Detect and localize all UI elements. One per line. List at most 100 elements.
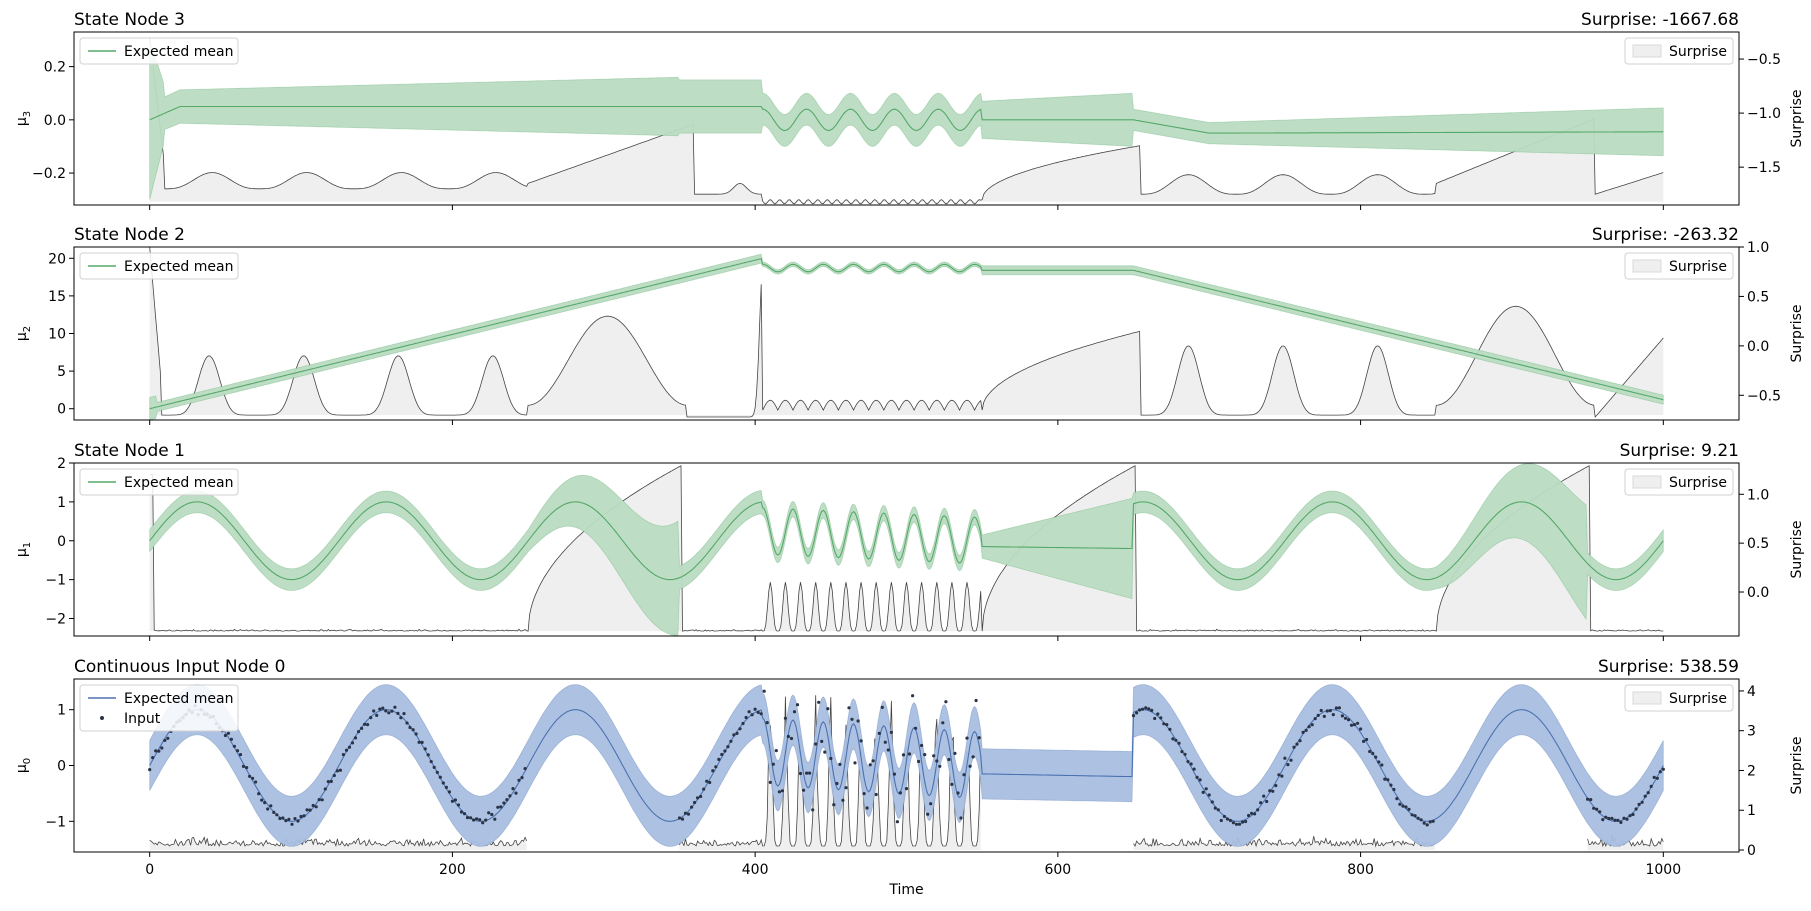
input-point	[248, 774, 252, 778]
input-point	[305, 808, 309, 812]
uncertainty-band	[149, 463, 1664, 636]
y-tick-label: 15	[48, 289, 66, 305]
input-point	[347, 745, 352, 749]
input-point	[157, 749, 161, 753]
input-point	[426, 753, 430, 757]
surprise-area	[149, 465, 1664, 632]
input-point	[1586, 797, 1590, 801]
input-point	[947, 757, 951, 762]
legend-surprise-swatch	[1632, 259, 1662, 273]
input-point	[350, 741, 355, 745]
panel-state-node-3: 0.2 0.0 −0.2 −0.5 −1.0 −1.5 State Node 3 Surpri…	[14, 10, 1805, 210]
input-point	[229, 737, 233, 741]
y2-tick-label: 1.0	[1747, 487, 1769, 503]
panel-state-node-1: 2 1 0 −1 −2 1.0 0.5 0.0 State Node 1 Surprise: 9.…	[14, 441, 1805, 641]
input-point	[414, 732, 418, 736]
input-point	[917, 759, 921, 764]
input-point	[441, 781, 445, 785]
input-point	[257, 792, 261, 796]
input-point	[475, 817, 479, 821]
input-point	[481, 821, 485, 825]
input-point	[911, 694, 915, 698]
legend-box	[79, 252, 239, 280]
y2-tick-label: 4	[1747, 684, 1756, 700]
input-point	[1413, 814, 1417, 818]
legend-right: Surprise	[1624, 252, 1734, 280]
input-point	[744, 715, 748, 720]
input-point	[759, 712, 763, 716]
input-point	[1410, 813, 1414, 817]
input-point	[269, 804, 273, 808]
input-point	[1228, 818, 1232, 823]
input-point	[862, 792, 866, 796]
input-point	[499, 805, 503, 809]
input-point	[1201, 790, 1205, 795]
input-point	[517, 778, 521, 782]
legend-mean-label: Expected mean	[124, 691, 233, 707]
input-point	[148, 768, 152, 772]
input-point	[789, 736, 794, 741]
input-point	[378, 707, 382, 711]
input-point	[835, 781, 839, 786]
input-point	[1343, 716, 1348, 720]
input-point	[1319, 708, 1323, 713]
input-point	[1280, 774, 1284, 778]
y2-tick-label: −1.0	[1747, 106, 1781, 122]
y-axis-label: μ3	[14, 111, 33, 126]
input-point	[1595, 807, 1599, 811]
input-point	[880, 705, 884, 710]
x-tick-label: 0	[145, 862, 154, 878]
input-point	[811, 808, 815, 812]
input-point	[1616, 818, 1620, 822]
y2-tick-label: 0	[1747, 843, 1756, 859]
input-point	[1247, 813, 1251, 818]
input-point	[323, 787, 327, 791]
input-point	[871, 759, 875, 763]
input-point	[1374, 755, 1378, 759]
x-tick-label: 800	[1347, 862, 1374, 878]
input-point	[714, 765, 718, 769]
input-point	[1186, 760, 1190, 764]
input-point	[459, 810, 464, 814]
input-point	[1637, 802, 1641, 807]
y2-tick-label: 1.0	[1747, 240, 1769, 256]
input-point	[514, 791, 518, 795]
y-tick-label: −1	[45, 573, 66, 589]
input-point	[1325, 709, 1329, 713]
input-point	[405, 721, 409, 725]
input-point	[344, 748, 349, 752]
input-point	[847, 706, 851, 710]
input-point	[941, 721, 945, 725]
input-point	[1301, 730, 1305, 735]
input-point	[826, 707, 830, 711]
input-point	[311, 803, 315, 808]
input-point	[1244, 819, 1248, 824]
input-point	[962, 773, 966, 777]
legend-left: Expected mean	[79, 252, 239, 280]
input-point	[281, 816, 285, 820]
input-point	[1398, 802, 1402, 806]
input-point	[938, 764, 942, 768]
panel-title: State Node 2	[74, 225, 185, 245]
input-point	[1256, 808, 1260, 812]
input-point	[275, 813, 279, 817]
input-point	[151, 756, 155, 760]
input-point	[478, 818, 482, 822]
input-point	[1622, 816, 1626, 820]
input-point	[1207, 793, 1211, 797]
input-point	[1386, 778, 1390, 782]
input-point	[877, 731, 881, 736]
legend-box	[79, 468, 239, 496]
input-point	[456, 803, 461, 807]
input-point	[1250, 811, 1254, 815]
legend-surprise-label: Surprise	[1669, 44, 1727, 60]
input-point	[856, 719, 860, 723]
input-point	[251, 776, 255, 780]
input-point	[765, 721, 769, 725]
y2-axis-label: Surprise	[1789, 90, 1805, 148]
input-point	[696, 796, 700, 800]
input-point	[314, 805, 318, 809]
legend-input-swatch	[100, 716, 104, 720]
input-point	[1198, 778, 1202, 782]
input-point	[717, 757, 721, 762]
